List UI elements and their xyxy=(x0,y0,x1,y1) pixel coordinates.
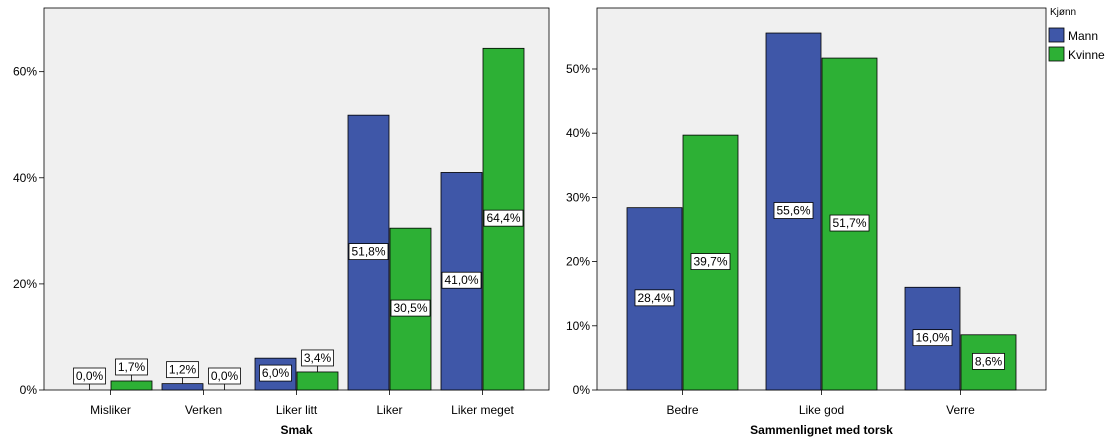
data-label-box xyxy=(773,202,814,219)
y-tick-label: 30% xyxy=(566,190,590,204)
x-axis-title: Smak xyxy=(280,423,312,437)
data-label-box xyxy=(972,352,1005,370)
data-label: 64,4% xyxy=(486,211,520,225)
data-label: 1,7% xyxy=(118,360,146,374)
data-label: 6,0% xyxy=(262,366,290,380)
legend-label-mann: Mann xyxy=(1068,29,1098,43)
data-label: 16,0% xyxy=(915,331,949,345)
data-label: 8,6% xyxy=(975,354,1003,368)
data-label: 51,7% xyxy=(832,216,866,230)
data-label-box xyxy=(73,367,106,385)
y-tick-label: 50% xyxy=(566,62,590,76)
bar-kvinne xyxy=(110,380,153,391)
data-label: 0,0% xyxy=(76,369,104,383)
data-label-box xyxy=(166,361,199,379)
data-label-box xyxy=(259,364,292,382)
data-label: 51,8% xyxy=(351,245,385,259)
data-label: 39,7% xyxy=(693,255,727,269)
y-tick-label: 60% xyxy=(13,65,37,79)
data-label-box xyxy=(115,358,148,376)
legend-label-kvinne: Kvinne xyxy=(1068,48,1105,62)
data-label-box xyxy=(348,243,389,260)
y-tick-label: 20% xyxy=(13,277,37,291)
data-label-box xyxy=(483,209,524,227)
data-label: 30,5% xyxy=(393,301,427,315)
x-axis-title: Sammenlignet med torsk xyxy=(750,423,893,437)
y-tick-label: 20% xyxy=(566,255,590,269)
x-tick-label: Bedre xyxy=(666,403,698,417)
x-tick-label: Liker litt xyxy=(276,403,318,417)
chart-sammenlignet: 0% 10% 20% 30% 40% 50% Bedre 28,4% 39,7% Like god… xyxy=(566,7,1047,437)
x-tick-label: Misliker xyxy=(90,403,131,417)
data-label-box xyxy=(301,349,334,367)
data-label: 0,0% xyxy=(211,369,239,383)
x-tick-label: Verken xyxy=(185,403,222,417)
y-tick-label: 0% xyxy=(573,383,591,397)
x-tick-label: Verre xyxy=(946,403,975,417)
data-label-box xyxy=(912,329,953,347)
legend: Kjønn Mann Kvinne xyxy=(1048,7,1105,62)
data-label-box xyxy=(634,289,675,307)
x-tick-label: Like god xyxy=(799,403,844,417)
x-tick-label: Liker meget xyxy=(451,403,514,417)
bar-mann xyxy=(161,383,204,391)
y-tick-label: 10% xyxy=(566,319,590,333)
data-label: 1,2% xyxy=(169,363,197,377)
data-label: 55,6% xyxy=(776,204,810,218)
data-label: 28,4% xyxy=(637,291,671,305)
x-tick-label: Liker xyxy=(376,403,402,417)
legend-title: Kjønn xyxy=(1050,7,1076,18)
data-label-box xyxy=(390,299,431,317)
legend-swatch-kvinne xyxy=(1048,46,1065,62)
data-label-box xyxy=(690,253,731,270)
legend-swatch-mann xyxy=(1048,27,1065,43)
data-label: 3,4% xyxy=(304,351,332,365)
data-label-box xyxy=(441,271,482,289)
chart-smak: 0% 20% 40% 60% Misliker 0,0% 1,7% Verken 1,2% 0,0… xyxy=(13,7,550,437)
y-tick-label: 0% xyxy=(20,383,38,397)
y-tick-label: 40% xyxy=(13,171,37,185)
y-tick-label: 40% xyxy=(566,126,590,140)
data-label-box xyxy=(829,214,870,232)
bar-kvinne xyxy=(296,371,339,391)
data-label-box xyxy=(208,367,241,385)
data-label: 41,0% xyxy=(444,273,478,287)
